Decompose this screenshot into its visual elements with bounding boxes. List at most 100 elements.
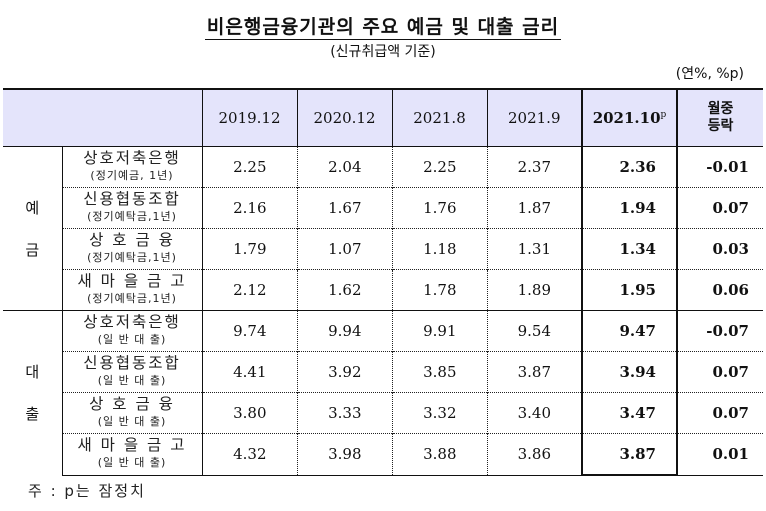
product-type: (일 반 대 출) — [97, 415, 167, 428]
table-row: 새 마 을 금 고 (일 반 대 출) 4.32 3.98 3.88 3.86 3.87 0.… — [3, 433, 763, 476]
rate-value: 3.88 — [391, 433, 487, 476]
institution-name: 상호저축은행 — [83, 313, 181, 331]
rate-value: 2.25 — [391, 146, 487, 188]
rate-value: 3.98 — [296, 433, 392, 476]
rate-value: 1.79 — [201, 228, 297, 270]
current-col-label: 2021.10 — [592, 109, 661, 127]
rate-value: 1.87 — [486, 187, 582, 229]
rate-value: 1.07 — [296, 228, 392, 270]
monthly-change-value: 0.07 — [676, 351, 763, 393]
institution-cell: 신용협동조합 (정기예탁금,1년) — [62, 187, 203, 229]
monthly-change-value: 0.06 — [676, 269, 763, 311]
rate-value: 9.91 — [391, 310, 487, 352]
monthly-change-value: 0.07 — [676, 187, 763, 229]
group-label-char: 대 — [25, 363, 40, 381]
current-rate-value: 3.87 — [581, 433, 678, 476]
rate-value: 9.54 — [486, 310, 582, 352]
rate-value: 2.25 — [201, 146, 297, 188]
product-type: (정기예금, 1년) — [90, 169, 174, 182]
rate-value: 2.16 — [201, 187, 297, 229]
current-rate-value: 1.95 — [581, 269, 678, 311]
rate-value: 3.86 — [486, 433, 582, 476]
unit-label: (연%, %p) — [675, 66, 744, 82]
current-rate-value: 3.47 — [581, 392, 678, 434]
table-row: 대 출 상호저축은행 (일 반 대 출) 9.74 9.94 9.91 9.54 9.47 -0.… — [3, 310, 763, 475]
rate-value: 1.18 — [391, 228, 487, 270]
current-rate-value: 1.34 — [581, 228, 678, 270]
table-row: 신용협동조합 (정기예탁금,1년) 2.16 1.67 1.76 1.87 1.94 0.07 — [3, 187, 763, 229]
monthly-change-value: 0.03 — [676, 228, 763, 270]
rate-value: 1.67 — [296, 187, 392, 229]
col-header-change: 월중 등락 — [676, 88, 763, 147]
current-rate-value: 9.47 — [581, 310, 678, 352]
institution-cell: 신용협동조합 (일 반 대 출) — [62, 351, 203, 393]
rate-value: 9.74 — [201, 310, 297, 352]
rate-value: 1.76 — [391, 187, 487, 229]
rate-value: 1.31 — [486, 228, 582, 270]
institution-cell: 상 호 금 융 (일 반 대 출) — [62, 392, 203, 434]
rate-value: 3.92 — [296, 351, 392, 393]
institution-name: 새 마 을 금 고 — [77, 436, 187, 455]
title-text: 비은행금융기관의 주요 예금 및 대출 금리 — [204, 16, 562, 40]
product-type: (정기예탁금,1년) — [87, 292, 177, 305]
institution-name: 상호저축은행 — [83, 149, 181, 167]
product-type: (일 반 대 출) — [97, 333, 167, 346]
current-rate-value: 3.94 — [581, 351, 678, 393]
institution-cell: 상 호 금 융 (정기예탁금,1년) — [62, 228, 203, 270]
preliminary-marker: p — [660, 110, 667, 120]
institution-cell: 새 마 을 금 고 (일 반 대 출) — [62, 433, 203, 476]
product-type: (정기예탁금,1년) — [87, 251, 177, 264]
product-type: (일 반 대 출) — [97, 374, 167, 387]
rate-value: 3.33 — [296, 392, 392, 434]
header-blank — [3, 88, 202, 147]
group-label-char: 금 — [25, 240, 40, 259]
rate-value: 1.78 — [391, 269, 487, 311]
institution-cell: 상호저축은행 (일 반 대 출) — [62, 310, 203, 352]
rate-value: 3.87 — [486, 351, 582, 393]
monthly-change-value: 0.01 — [676, 433, 763, 476]
header-row: 2019.12 2020.12 2021.8 2021.9 2021.10p 월… — [3, 88, 763, 147]
institution-name: 상 호 금 융 — [89, 395, 175, 413]
footnote: 주 : p는 잠정치 — [28, 482, 146, 500]
rate-value: 4.41 — [201, 351, 297, 393]
col-header: 2021.8 — [391, 88, 487, 147]
product-type: (일 반 대 출) — [97, 456, 167, 470]
rate-value: 3.80 — [201, 392, 297, 434]
monthly-change-value: -0.07 — [676, 310, 763, 352]
group-label-char: 예 — [25, 198, 40, 217]
current-rate-value: 1.94 — [581, 187, 678, 229]
rate-value: 2.12 — [201, 269, 297, 311]
table-row: 예 금 상호저축은행 (정기예금, 1년) 2.25 2.04 2.25 2.37 2.36 -0… — [3, 146, 763, 311]
col-header-current: 2021.10p — [581, 88, 678, 147]
table-row: 상 호 금 융 (일 반 대 출) 3.80 3.33 3.32 3.40 3.47 0.07 — [3, 392, 763, 434]
document-subtitle: (신규취급액 기준) — [330, 44, 436, 60]
col-header: 2019.12 — [201, 88, 297, 147]
institution-cell: 상호저축은행 (정기예금, 1년) — [62, 146, 203, 188]
col-header: 2021.9 — [486, 88, 582, 147]
rate-value: 3.40 — [486, 392, 582, 434]
table-row: 새 마 을 금 고 (정기예탁금,1년) 2.12 1.62 1.78 1.89 1.95 0… — [3, 269, 763, 311]
group-label-char: 출 — [25, 405, 40, 423]
institution-cell: 새 마 을 금 고 (정기예탁금,1년) — [62, 269, 203, 311]
change-col-line2: 등락 — [707, 118, 734, 134]
rate-value: 2.04 — [296, 146, 392, 188]
rate-value: 9.94 — [296, 310, 392, 352]
rate-value: 1.62 — [296, 269, 392, 311]
monthly-change-value: 0.07 — [676, 392, 763, 434]
col-header: 2020.12 — [296, 88, 392, 147]
rate-value: 3.32 — [391, 392, 487, 434]
institution-name: 상 호 금 융 — [89, 231, 175, 249]
table-row: 신용협동조합 (일 반 대 출) 4.41 3.92 3.85 3.87 3.94 0.07 — [3, 351, 763, 393]
table-row: 상 호 금 융 (정기예탁금,1년) 1.79 1.07 1.18 1.31 1.34 0.0… — [3, 228, 763, 270]
interest-rate-table: 2019.12 2020.12 2021.8 2021.9 2021.10p 월… — [3, 88, 763, 476]
institution-name: 신용협동조합 — [83, 354, 181, 372]
current-rate-value: 2.36 — [581, 146, 678, 188]
institution-name: 신용협동조합 — [83, 190, 181, 208]
rate-value: 2.37 — [486, 146, 582, 188]
rate-value: 3.85 — [391, 351, 487, 393]
institution-name: 새 마 을 금 고 — [77, 272, 187, 290]
rate-value: 1.89 — [486, 269, 582, 311]
product-type: (정기예탁금,1년) — [87, 210, 177, 223]
